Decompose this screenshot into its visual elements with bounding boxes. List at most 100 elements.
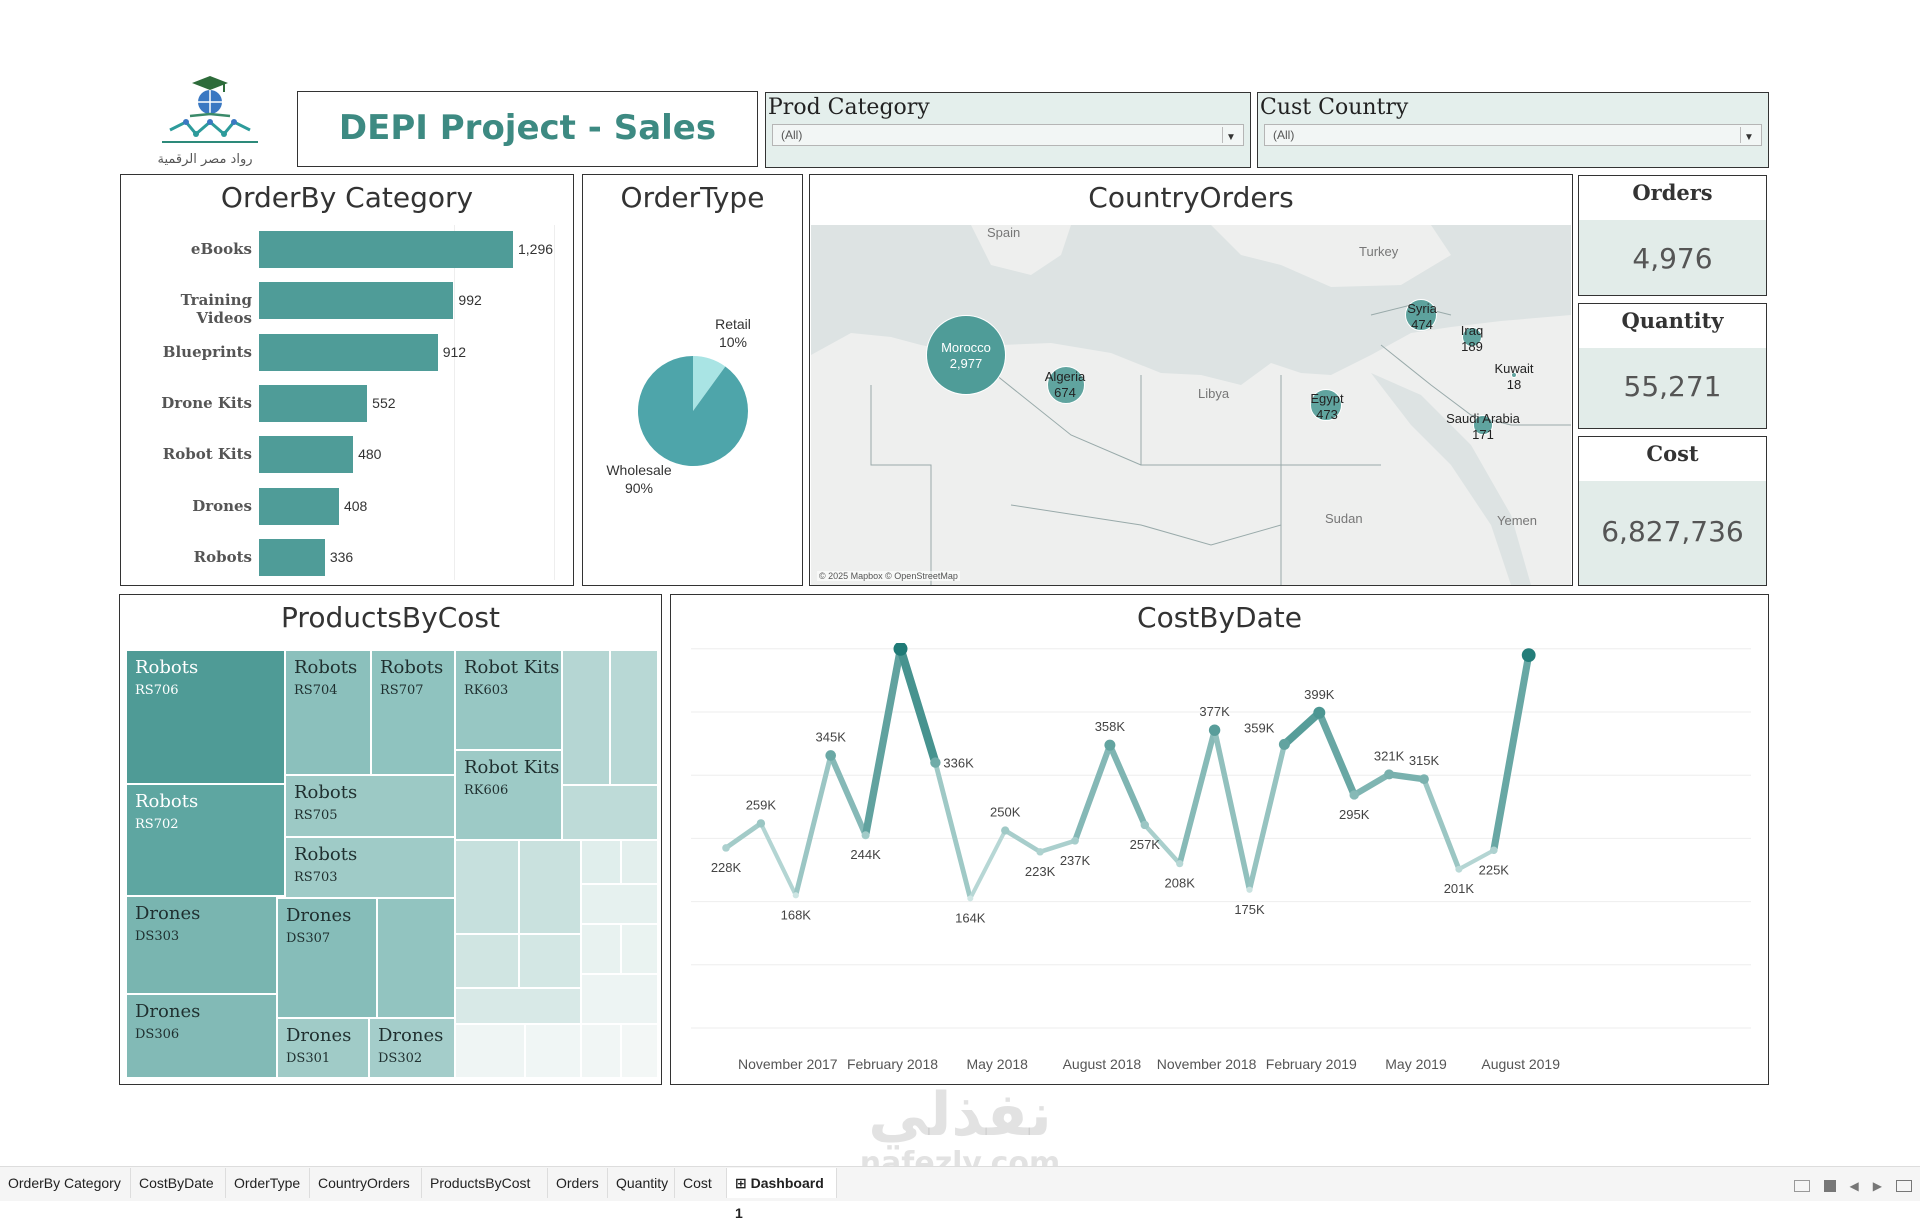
line-segment xyxy=(723,820,764,851)
line-value-label: 223K xyxy=(1025,864,1056,879)
treemap-cell[interactable]: Robots RS702 xyxy=(126,784,285,896)
bar[interactable] xyxy=(259,333,438,371)
treemap-cell[interactable]: Drones DS307 xyxy=(277,898,377,1018)
bar[interactable] xyxy=(259,282,454,320)
line-point[interactable] xyxy=(967,895,974,902)
map-label-turkey: Turkey xyxy=(1359,244,1399,259)
tab-orderby-category[interactable]: OrderBy Category xyxy=(0,1168,131,1198)
line-value-label: 345K xyxy=(816,729,847,744)
treemap-cell-code: DS303 xyxy=(135,929,180,944)
bar-value-label: 992 xyxy=(458,292,482,309)
cost-kpi-value: 6,827,736 xyxy=(1601,515,1744,548)
treemap-cell[interactable]: Robots RS705 xyxy=(285,775,455,837)
line-point[interactable] xyxy=(1313,706,1326,719)
single-view-icon[interactable] xyxy=(1823,1180,1836,1192)
treemap-cell[interactable]: Robots RS706 xyxy=(126,650,285,784)
line-point[interactable] xyxy=(792,892,799,899)
chevron-down-icon[interactable]: ▼ xyxy=(1226,132,1236,143)
bar[interactable] xyxy=(259,231,513,268)
next-tab-icon[interactable]: ▶ xyxy=(1872,1179,1882,1193)
treemap-cell[interactable]: Drones DS302 xyxy=(369,1018,455,1078)
map[interactable]: Spain Turkey Libya Sudan Yemen Morocco 2,… xyxy=(811,225,1571,585)
country-bubble[interactable] xyxy=(1510,371,1518,379)
tab-cost[interactable]: Cost xyxy=(675,1168,727,1198)
treemap-cell-code: DS302 xyxy=(378,1051,423,1066)
tab-ordertype[interactable]: OrderType xyxy=(226,1168,310,1198)
bar-value-label: 912 xyxy=(442,343,467,360)
prev-tab-icon[interactable]: ◀ xyxy=(1849,1179,1859,1193)
line-point[interactable] xyxy=(1455,865,1463,873)
country-name: Iraq xyxy=(1460,323,1484,338)
treemap-cell xyxy=(621,924,658,974)
bar[interactable] xyxy=(259,436,354,474)
title-panel: DEPI Project - Sales xyxy=(297,91,758,167)
treemap-cell[interactable]: Robots RS707 xyxy=(371,650,455,775)
country-bubble[interactable] xyxy=(926,315,1006,395)
bar[interactable] xyxy=(259,487,339,525)
treemap-cell xyxy=(525,1024,581,1078)
line-point[interactable] xyxy=(1104,739,1116,751)
grid-view-icon[interactable] xyxy=(1793,1180,1810,1192)
tab-orders[interactable]: Orders xyxy=(548,1168,608,1198)
treemap-cell[interactable]: Drones DS303 xyxy=(126,896,277,994)
line-point[interactable] xyxy=(1036,848,1044,856)
prod-category-select[interactable]: (All) ▼ xyxy=(772,124,1244,146)
cust-country-select[interactable]: (All) ▼ xyxy=(1264,124,1762,146)
treemap-cell[interactable]: Drones DS306 xyxy=(126,994,277,1078)
pie-slice[interactable] xyxy=(693,356,726,411)
pie-slice[interactable] xyxy=(638,356,748,466)
tab-quantity[interactable]: Quantity xyxy=(608,1168,675,1198)
country-bubble-label: Syria 474 xyxy=(1372,301,1472,333)
bar[interactable] xyxy=(259,384,368,422)
line-value-label: 228K xyxy=(711,860,742,875)
line-point[interactable] xyxy=(930,757,941,768)
line-point[interactable] xyxy=(1208,724,1221,736)
tab-costbydate[interactable]: CostByDate xyxy=(131,1168,226,1198)
line-point[interactable] xyxy=(1246,886,1253,893)
line-point[interactable] xyxy=(893,643,908,656)
order-type-pie xyxy=(638,356,748,466)
line-point[interactable] xyxy=(1349,790,1359,800)
country-bubble[interactable] xyxy=(1461,326,1483,348)
line-point[interactable] xyxy=(825,750,836,761)
country-value: 2,977 xyxy=(949,356,983,371)
line-point[interactable] xyxy=(1071,836,1079,845)
select-divider xyxy=(1740,127,1741,143)
line-segment xyxy=(1421,776,1462,872)
present-icon[interactable] xyxy=(1896,1180,1912,1192)
treemap-cell[interactable]: Robots RS704 xyxy=(285,650,371,775)
line-point[interactable] xyxy=(1140,820,1149,830)
country-bubble[interactable] xyxy=(1046,365,1086,405)
bar[interactable] xyxy=(259,538,325,576)
line-point[interactable] xyxy=(1490,846,1498,855)
treemap-cell-category: Robots xyxy=(380,657,444,678)
cost-by-date-chart[interactable]: 228K259K168K345K244K480K336K164K250K223K… xyxy=(671,643,1767,1083)
country-bubble[interactable] xyxy=(1310,389,1342,421)
line-point[interactable] xyxy=(1176,860,1184,868)
line-point[interactable] xyxy=(1384,769,1395,780)
line-point[interactable] xyxy=(722,844,730,852)
line-point[interactable] xyxy=(1278,738,1290,750)
country-bubble[interactable] xyxy=(1473,415,1493,435)
line-point[interactable] xyxy=(861,831,870,840)
country-bubble-label: Morocco 2,977 xyxy=(916,340,1016,372)
treemap-cell[interactable]: Robots RS703 xyxy=(285,837,455,898)
line-point[interactable] xyxy=(1001,826,1010,835)
country-bubble[interactable] xyxy=(1405,299,1437,331)
treemap-cell[interactable]: Robot Kits RK603 xyxy=(455,650,562,750)
bar-gridline xyxy=(554,225,555,580)
chevron-down-icon[interactable]: ▼ xyxy=(1744,132,1754,143)
tab-productsbycost[interactable]: ProductsByCost xyxy=(422,1168,548,1198)
line-point[interactable] xyxy=(1419,774,1429,785)
orders-kpi-value: 4,976 xyxy=(1632,242,1713,275)
treemap-cell-category: Drones xyxy=(286,905,352,926)
treemap-cell[interactable]: Drones DS301 xyxy=(277,1018,369,1078)
map-label-yemen: Yemen xyxy=(1497,513,1537,528)
line-point[interactable] xyxy=(1521,648,1536,663)
tab-bar-controls: ◀ ▶ xyxy=(1793,1176,1912,1196)
line-segment xyxy=(1037,838,1078,855)
tab-dashboard-1[interactable]: ⊞ Dashboard 1 xyxy=(727,1168,837,1221)
treemap-cell[interactable]: Robot Kits RK606 xyxy=(455,750,562,840)
line-point[interactable] xyxy=(756,819,766,828)
tab-countryorders[interactable]: CountryOrders xyxy=(310,1168,422,1198)
